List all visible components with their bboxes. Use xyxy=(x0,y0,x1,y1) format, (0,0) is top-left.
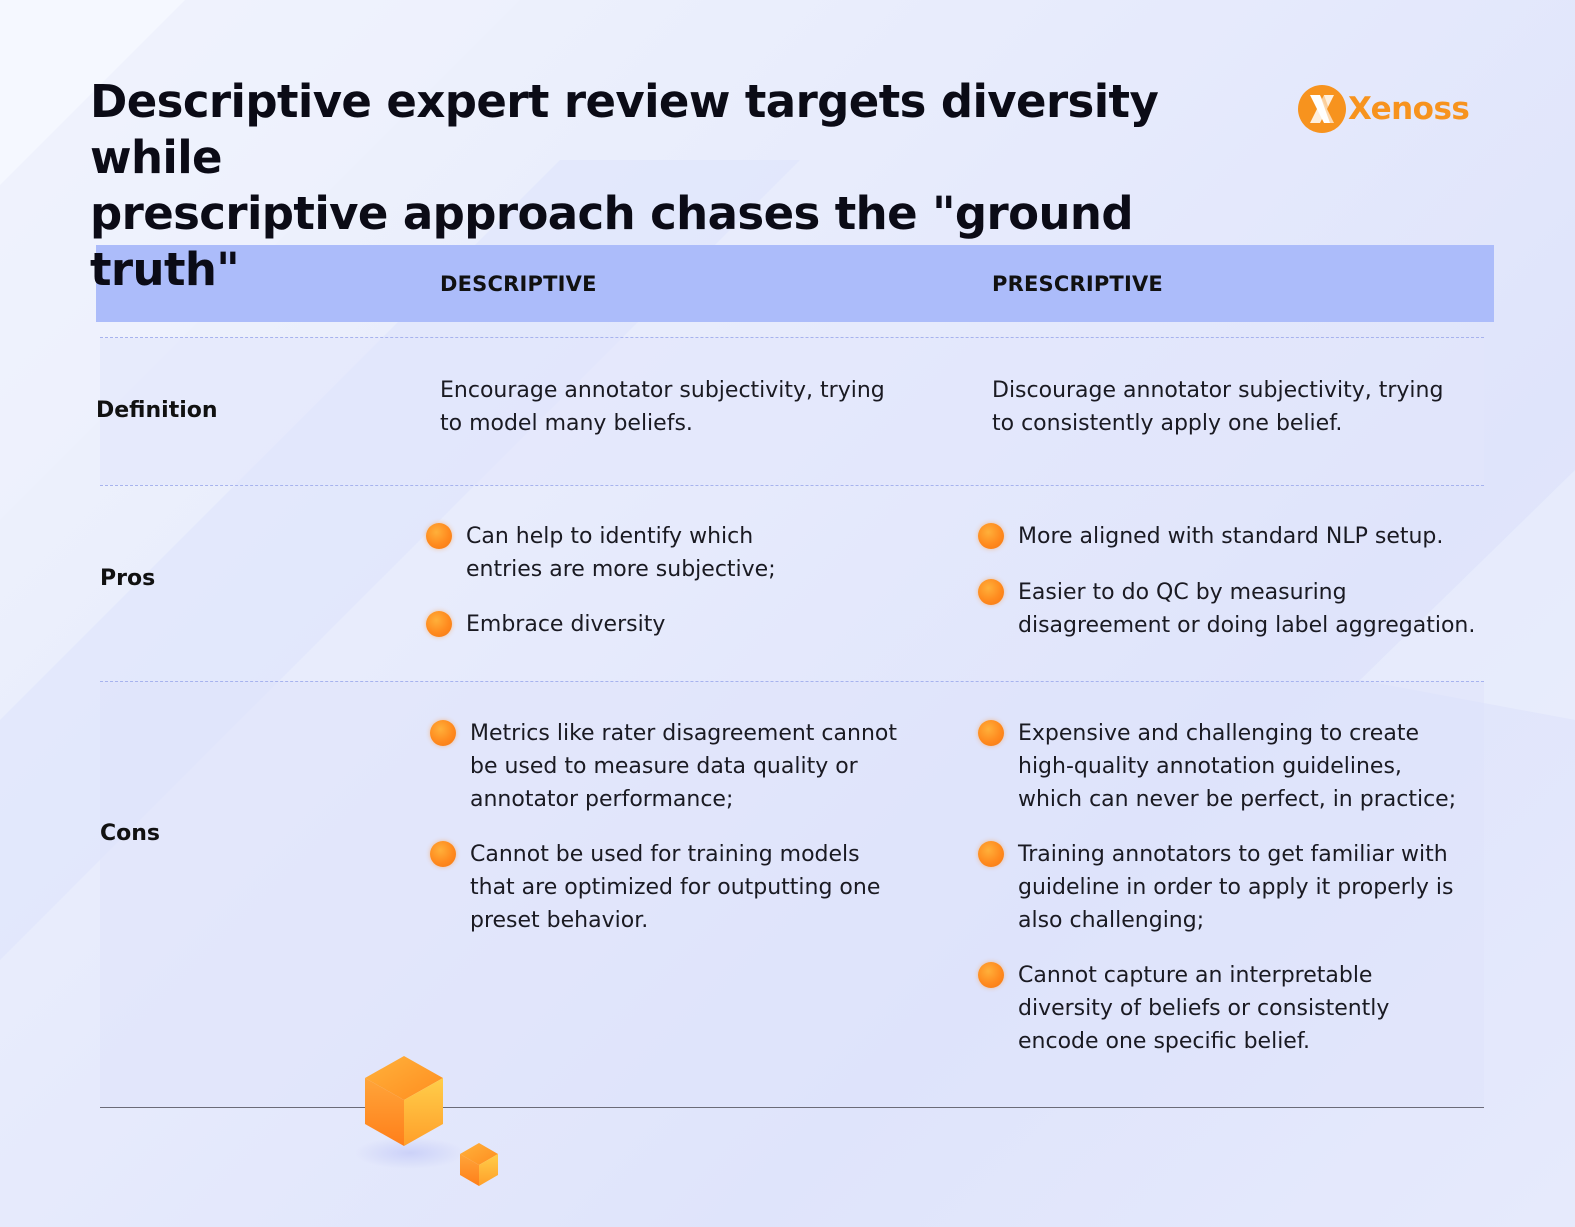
row-divider xyxy=(100,337,1484,338)
bullet-dot-icon xyxy=(430,720,456,746)
title-line-1: Descriptive expert review targets divers… xyxy=(90,75,1159,184)
definition-descriptive-text: Encourage annotator subjectivity, trying… xyxy=(440,378,885,436)
list-item: Cannot capture an interpretable diversit… xyxy=(978,959,1389,1058)
bullet-dot-icon xyxy=(978,720,1004,746)
list-item: Embrace diversity xyxy=(426,608,665,641)
row-divider xyxy=(100,681,1484,682)
definition-row-shade xyxy=(100,338,1484,485)
bullet-dot-icon xyxy=(978,579,1004,605)
brand-logo: Xenoss xyxy=(1298,84,1470,134)
row-label-definition: Definition xyxy=(96,398,218,423)
title-line-2: prescriptive approach chases the "ground… xyxy=(90,187,1134,296)
xenoss-logo-icon xyxy=(1298,85,1346,133)
cons-row-shade xyxy=(100,681,1484,1107)
bullet-dot-icon xyxy=(430,841,456,867)
row-label-pros: Pros xyxy=(100,566,156,591)
table-header: DESCRIPTIVE PRESCRIPTIVE xyxy=(96,245,1494,322)
list-item: More aligned with standard NLP setup. xyxy=(978,520,1443,553)
bullet-dot-icon xyxy=(426,611,452,637)
list-item: Can help to identify which entries are m… xyxy=(426,520,776,586)
column-header-prescriptive: PRESCRIPTIVE xyxy=(992,272,1163,296)
brand-name: Xenoss xyxy=(1348,91,1470,127)
column-header-descriptive: DESCRIPTIVE xyxy=(440,272,597,296)
bullet-dot-icon xyxy=(978,962,1004,988)
row-divider xyxy=(100,485,1484,486)
bullet-dot-icon xyxy=(978,841,1004,867)
table-bottom-rule xyxy=(100,1107,1484,1108)
list-item: Easier to do QC by measuring disagreemen… xyxy=(978,576,1475,642)
bullet-dot-icon xyxy=(426,523,452,549)
row-label-cons: Cons xyxy=(100,821,161,846)
list-item: Cannot be used for training models that … xyxy=(430,838,880,937)
bullet-dot-icon xyxy=(978,523,1004,549)
list-item: Metrics like rater disagreement cannot b… xyxy=(430,717,897,816)
cube-decoration-icon xyxy=(355,1056,498,1186)
list-item: Training annotators to get familiar with… xyxy=(978,838,1454,937)
definition-prescriptive-text: Discourage annotator subjectivity, tryin… xyxy=(992,378,1444,436)
list-item: Expensive and challenging to create high… xyxy=(978,717,1456,816)
page-title: Descriptive expert review targets divers… xyxy=(90,74,1270,298)
